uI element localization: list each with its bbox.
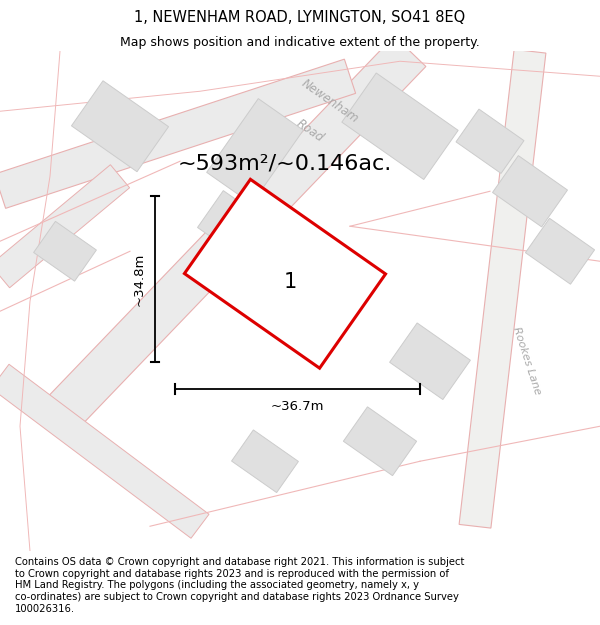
Polygon shape — [459, 49, 546, 528]
Text: Rookes Lane: Rookes Lane — [511, 326, 543, 396]
Polygon shape — [34, 36, 426, 441]
Text: ~593m²/~0.146ac.: ~593m²/~0.146ac. — [178, 154, 392, 174]
Polygon shape — [343, 407, 416, 476]
Polygon shape — [342, 73, 458, 179]
Text: ~36.7m: ~36.7m — [271, 400, 324, 413]
Polygon shape — [0, 59, 356, 208]
Polygon shape — [456, 109, 524, 173]
Polygon shape — [197, 191, 272, 262]
Text: Road: Road — [294, 118, 326, 145]
Polygon shape — [71, 81, 169, 172]
Text: Map shows position and indicative extent of the property.: Map shows position and indicative extent… — [120, 36, 480, 49]
Polygon shape — [0, 165, 130, 288]
Text: 1: 1 — [283, 272, 296, 292]
Polygon shape — [0, 364, 209, 538]
Text: ~34.8m: ~34.8m — [133, 253, 146, 306]
Polygon shape — [184, 179, 386, 368]
Polygon shape — [493, 156, 568, 227]
Polygon shape — [206, 99, 304, 204]
Polygon shape — [389, 323, 470, 399]
Polygon shape — [232, 430, 298, 492]
Text: Contains OS data © Crown copyright and database right 2021. This information is : Contains OS data © Crown copyright and d… — [15, 557, 464, 614]
Text: 1, NEWENHAM ROAD, LYMINGTON, SO41 8EQ: 1, NEWENHAM ROAD, LYMINGTON, SO41 8EQ — [134, 10, 466, 25]
Polygon shape — [526, 218, 595, 284]
Polygon shape — [34, 221, 97, 281]
Text: Newenham: Newenham — [299, 77, 361, 126]
